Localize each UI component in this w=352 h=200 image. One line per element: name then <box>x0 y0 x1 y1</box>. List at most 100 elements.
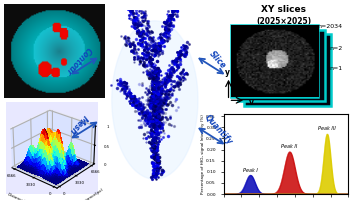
Point <box>139 30 145 33</box>
Point <box>153 121 159 124</box>
Point <box>159 38 165 41</box>
Point <box>150 111 156 114</box>
Point <box>170 59 175 62</box>
Point <box>160 88 165 92</box>
Point <box>138 55 144 58</box>
Point <box>144 23 150 26</box>
Point <box>139 95 144 98</box>
Point <box>151 149 157 152</box>
Point <box>156 117 162 121</box>
Point <box>137 59 143 62</box>
Point <box>166 122 172 126</box>
Point <box>175 9 180 12</box>
Point <box>132 19 138 22</box>
Point <box>169 61 175 64</box>
Point <box>146 109 151 112</box>
Point <box>133 12 139 15</box>
Point <box>153 119 159 122</box>
Point <box>150 108 155 112</box>
Point <box>136 0 142 1</box>
Point <box>153 79 159 82</box>
Point <box>174 74 180 77</box>
Point <box>162 85 168 88</box>
Point <box>135 55 141 58</box>
Point <box>128 24 134 27</box>
Point <box>164 76 170 79</box>
Point <box>150 155 156 158</box>
Point <box>154 128 159 131</box>
Point <box>144 71 149 75</box>
Point <box>166 64 172 67</box>
Point <box>180 44 186 47</box>
Point <box>136 106 142 109</box>
Point <box>139 56 145 59</box>
Point <box>164 99 169 102</box>
Point <box>152 89 158 92</box>
Point <box>141 111 146 114</box>
Point <box>153 149 159 152</box>
Point <box>121 84 127 87</box>
Point <box>135 19 140 22</box>
Point <box>153 167 158 171</box>
Point <box>158 102 164 105</box>
Point <box>153 148 158 151</box>
Point <box>139 108 145 111</box>
Point <box>180 79 186 82</box>
Point <box>162 92 168 95</box>
Point <box>146 102 152 106</box>
Point <box>153 135 159 138</box>
Point <box>169 65 175 68</box>
Point <box>168 74 173 78</box>
Point <box>141 113 146 117</box>
Point <box>150 123 155 126</box>
Point <box>153 68 158 71</box>
Point <box>126 8 131 11</box>
Point <box>154 50 160 53</box>
Point <box>177 52 182 55</box>
Point <box>158 37 163 40</box>
Point <box>151 106 157 109</box>
Point <box>164 32 169 35</box>
Point <box>157 92 162 96</box>
Point <box>127 10 133 13</box>
Point <box>152 54 158 57</box>
Point <box>159 37 165 40</box>
Point <box>147 117 152 120</box>
Point <box>162 21 168 24</box>
Point <box>153 108 158 111</box>
Point <box>149 138 155 141</box>
Point <box>166 90 172 93</box>
Point <box>137 102 142 106</box>
Point <box>121 92 126 95</box>
Point <box>149 108 155 112</box>
Point <box>149 178 155 181</box>
Point <box>144 58 149 61</box>
Point <box>169 91 175 94</box>
Point <box>150 105 156 108</box>
Point <box>148 112 154 115</box>
Point <box>140 102 146 106</box>
Point <box>155 132 161 135</box>
Point <box>143 115 149 119</box>
Point <box>142 45 148 49</box>
Point <box>146 104 152 107</box>
Text: Mesh: Mesh <box>67 113 89 135</box>
Point <box>139 31 144 34</box>
Point <box>163 103 169 106</box>
Point <box>149 122 154 125</box>
Point <box>151 108 157 111</box>
Point <box>155 120 161 123</box>
Point <box>175 0 181 1</box>
Point <box>166 33 172 36</box>
Point <box>131 43 137 47</box>
Point <box>149 119 154 122</box>
Point <box>152 81 158 84</box>
Point <box>149 116 154 119</box>
Point <box>159 88 165 91</box>
Point <box>158 103 163 106</box>
Point <box>162 97 168 100</box>
Point <box>152 101 158 105</box>
Point <box>179 79 185 83</box>
Point <box>155 86 160 89</box>
Point <box>137 20 143 24</box>
